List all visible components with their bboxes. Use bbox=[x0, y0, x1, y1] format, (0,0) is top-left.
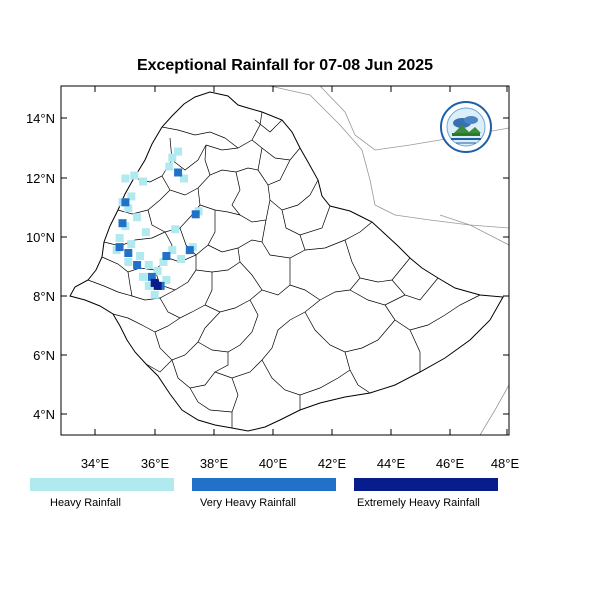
x-tick-label: 46°E bbox=[436, 456, 465, 471]
heavy-rain-cell bbox=[144, 281, 153, 290]
very-heavy-rain-cell bbox=[147, 272, 156, 281]
x-axis-ticks bbox=[94, 86, 508, 435]
heavy-rain-cell bbox=[127, 240, 136, 249]
legend-label-very-heavy: Very Heavy Rainfall bbox=[200, 497, 296, 509]
heavy-rain-cell bbox=[124, 258, 133, 266]
map-frame bbox=[60, 85, 510, 436]
heavy-rain-cell bbox=[165, 162, 174, 171]
x-tick-label: 42°E bbox=[318, 456, 347, 471]
heavy-rain-cell bbox=[150, 290, 159, 299]
heavy-rain-cell bbox=[139, 177, 147, 186]
y-tick-label: 8°N bbox=[33, 289, 55, 304]
y-axis-labels: 4°N 6°N 8°N 10°N 12°N 14°N bbox=[26, 111, 55, 422]
y-tick-label: 4°N bbox=[33, 407, 55, 422]
admin-borders bbox=[87, 111, 481, 428]
very-heavy-rain-cell bbox=[174, 168, 183, 177]
very-heavy-rain-cell bbox=[185, 246, 194, 255]
heavy-rain-cell bbox=[139, 272, 147, 281]
legend-swatch-extreme bbox=[354, 478, 498, 491]
legend-swatch-heavy bbox=[30, 478, 174, 491]
legend-label-heavy: Heavy Rainfall bbox=[50, 497, 121, 509]
extreme-rain-cell bbox=[153, 281, 162, 290]
heavy-rain-cell bbox=[130, 171, 139, 180]
page-title: Exceptional Rainfall for 07-08 Jun 2025 bbox=[136, 57, 434, 74]
y-tick-label: 14°N bbox=[26, 111, 55, 126]
very-heavy-rain-cell bbox=[118, 219, 127, 228]
rainfall-layer bbox=[112, 147, 203, 299]
heavy-rain-cell bbox=[121, 174, 130, 183]
map-content bbox=[69, 86, 509, 435]
heavy-rain-cell bbox=[168, 153, 177, 162]
heavy-rain-cell bbox=[174, 147, 183, 156]
heavy-rain-cell bbox=[162, 275, 171, 284]
heavy-rain-cell bbox=[180, 174, 188, 183]
heavy-rain-cell bbox=[136, 252, 145, 260]
very-heavy-rain-cell bbox=[124, 249, 133, 257]
heavy-rain-cell bbox=[133, 213, 142, 222]
heavy-rain-cell bbox=[171, 225, 180, 234]
very-heavy-rain-cell bbox=[191, 210, 200, 219]
very-heavy-rain-cell bbox=[162, 252, 171, 260]
heavy-rain-cell bbox=[177, 255, 186, 263]
x-axis-labels: 34°E 36°E 38°E 40°E 42°E 44°E 46°E 48°E bbox=[81, 456, 520, 471]
heavy-rain-cell bbox=[144, 261, 153, 269]
heavy-rain-cell bbox=[159, 258, 168, 266]
heavy-rain-cell bbox=[115, 234, 124, 243]
x-tick-label: 36°E bbox=[141, 456, 170, 471]
y-axis-ticks bbox=[61, 117, 509, 415]
very-heavy-rain-cell bbox=[121, 198, 130, 207]
very-heavy-rain-cell bbox=[115, 243, 124, 252]
x-tick-label: 48°E bbox=[491, 456, 520, 471]
x-tick-label: 38°E bbox=[200, 456, 229, 471]
y-tick-label: 6°N bbox=[33, 348, 55, 363]
legend-swatch-very-heavy bbox=[192, 478, 336, 491]
heavy-rain-cell bbox=[124, 204, 133, 213]
heavy-rain-cell bbox=[168, 246, 177, 255]
meteorology-agency-logo bbox=[440, 101, 492, 153]
x-tick-label: 34°E bbox=[81, 456, 110, 471]
y-tick-label: 12°N bbox=[26, 171, 55, 186]
x-tick-label: 44°E bbox=[377, 456, 406, 471]
heavy-rain-cell bbox=[127, 192, 136, 201]
legend-label-extreme: Extremely Heavy Rainfall bbox=[357, 497, 480, 509]
x-tick-label: 40°E bbox=[259, 456, 288, 471]
heavy-rain-cell bbox=[153, 266, 162, 275]
very-heavy-rain-cell bbox=[133, 261, 142, 269]
heavy-rain-cell bbox=[141, 228, 150, 237]
y-tick-label: 10°N bbox=[26, 230, 55, 245]
